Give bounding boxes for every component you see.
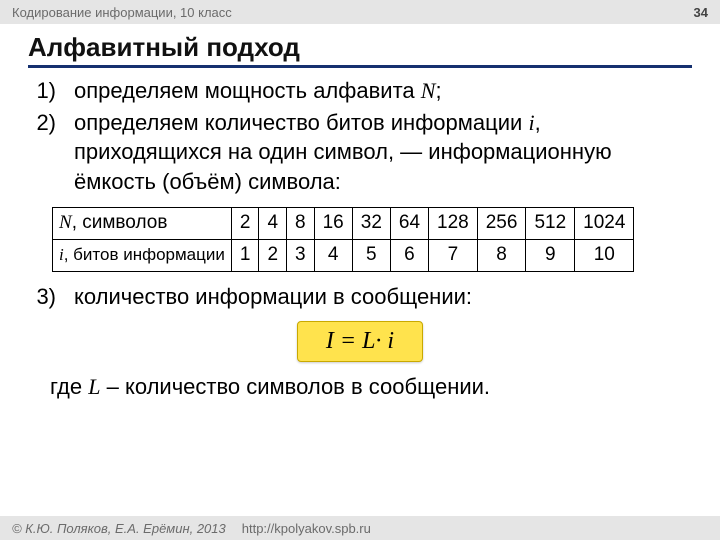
course-label: Кодирование информации, 10 класс (12, 5, 232, 20)
step-2-text: определяем количество битов информации i… (74, 108, 692, 197)
cell: 512 (526, 207, 575, 239)
footer-url: http://kpolyakov.spb.ru (242, 521, 371, 536)
row-header-i: i, битов информации (53, 239, 232, 271)
step-3-num: 3) (28, 282, 56, 312)
row-header-N: N, символов (53, 207, 232, 239)
steps-list-2: 3) количество информации в сообщении: (28, 282, 692, 312)
step-1-num: 1) (28, 76, 56, 106)
step-3-text: количество информации в сообщении: (74, 282, 692, 312)
var-N: N (421, 78, 436, 103)
slide-content: Алфавитный подход 1) определяем мощность… (0, 24, 720, 400)
cell: 16 (314, 207, 352, 239)
cell: 8 (287, 207, 315, 239)
table-row: i, битов информации 1 2 3 4 5 6 7 8 9 10 (53, 239, 634, 271)
slide-title: Алфавитный подход (28, 32, 692, 68)
cell: 10 (575, 239, 634, 271)
step-3: 3) количество информации в сообщении: (28, 282, 692, 312)
cell: 2 (231, 207, 259, 239)
cell: 4 (259, 207, 287, 239)
alphabet-table: N, символов 2 4 8 16 32 64 128 256 512 1… (52, 207, 634, 272)
cell: 6 (390, 239, 428, 271)
cell: 256 (477, 207, 526, 239)
formula-wrap: I = L· i (28, 321, 692, 362)
cell: 9 (526, 239, 575, 271)
table-row: N, символов 2 4 8 16 32 64 128 256 512 1… (53, 207, 634, 239)
step-2-num: 2) (28, 108, 56, 197)
cell: 1 (231, 239, 259, 271)
var-L: L (88, 374, 100, 399)
cell: 5 (352, 239, 390, 271)
step-2: 2) определяем количество битов информаци… (28, 108, 692, 197)
cell: 8 (477, 239, 526, 271)
note-line: где L – количество символов в сообщении. (28, 374, 692, 400)
cell: 1024 (575, 207, 634, 239)
step-1-text: определяем мощность алфавита N; (74, 76, 692, 106)
formula-box: I = L· i (297, 321, 423, 362)
cell: 2 (259, 239, 287, 271)
cell: 32 (352, 207, 390, 239)
steps-list: 1) определяем мощность алфавита N; 2) оп… (28, 76, 692, 197)
page-number: 34 (694, 5, 708, 20)
step-1: 1) определяем мощность алфавита N; (28, 76, 692, 106)
cell: 128 (429, 207, 478, 239)
copyright: © К.Ю. Поляков, Е.А. Ерёмин, 2013 (12, 521, 226, 536)
cell: 7 (429, 239, 478, 271)
cell: 4 (314, 239, 352, 271)
cell: 3 (287, 239, 315, 271)
footer-bar: © К.Ю. Поляков, Е.А. Ерёмин, 2013 http:/… (0, 516, 720, 540)
top-bar: Кодирование информации, 10 класс 34 (0, 0, 720, 24)
cell: 64 (390, 207, 428, 239)
